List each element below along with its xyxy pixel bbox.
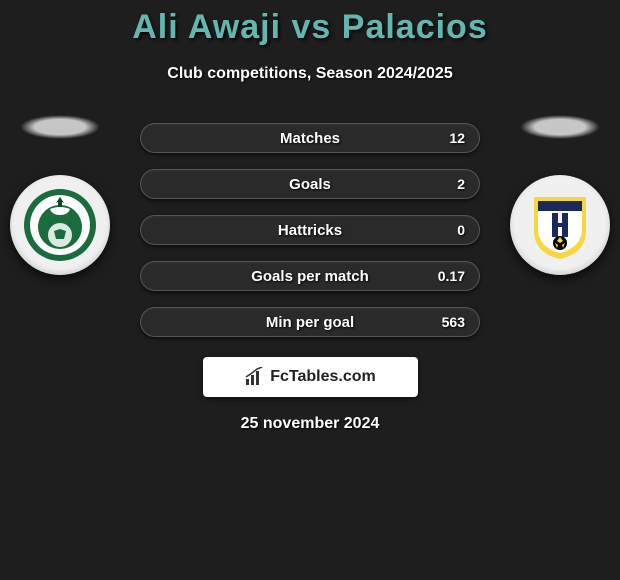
- stat-label: Hattricks: [278, 222, 342, 239]
- stat-value-right: 0: [457, 222, 465, 238]
- date-line: 25 november 2024: [0, 415, 620, 433]
- stats-area: Matches 12 Goals 2 Hattricks 0 Goals per…: [0, 123, 620, 337]
- stat-label: Goals per match: [251, 268, 369, 285]
- stat-value-right: 2: [457, 176, 465, 192]
- stat-label: Matches: [280, 130, 340, 147]
- comparison-card: Ali Awaji vs Palacios Club competitions,…: [0, 0, 620, 433]
- attribution-badge: FcTables.com: [203, 357, 418, 397]
- stat-row-goals: Goals 2: [140, 169, 480, 199]
- stat-value-right: 12: [449, 130, 465, 146]
- chart-icon: [244, 367, 266, 387]
- stat-row-goals-per-match: Goals per match 0.17: [140, 261, 480, 291]
- stat-row-hattricks: Hattricks 0: [140, 215, 480, 245]
- stat-value-right: 0.17: [438, 268, 465, 284]
- stat-label: Min per goal: [266, 314, 354, 331]
- stat-row-matches: Matches 12: [140, 123, 480, 153]
- stat-rows: Matches 12 Goals 2 Hattricks 0 Goals per…: [140, 123, 480, 337]
- stat-row-min-per-goal: Min per goal 563: [140, 307, 480, 337]
- stat-value-right: 563: [442, 314, 465, 330]
- attribution-text: FcTables.com: [270, 368, 376, 386]
- page-title: Ali Awaji vs Palacios: [0, 8, 620, 47]
- stat-label: Goals: [289, 176, 331, 193]
- subtitle: Club competitions, Season 2024/2025: [0, 65, 620, 83]
